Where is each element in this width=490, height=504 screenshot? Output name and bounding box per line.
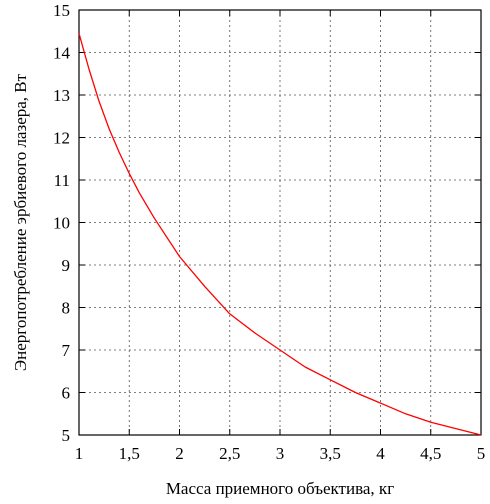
y-tick-label: 15	[53, 1, 70, 20]
x-tick-label: 3,5	[320, 444, 341, 463]
x-tick-label: 2,5	[219, 444, 240, 463]
x-tick-label: 1	[75, 444, 84, 463]
series-line	[78, 33, 482, 436]
y-tick-label: 12	[53, 129, 70, 148]
y-tick-label: 6	[62, 384, 71, 403]
grid	[79, 10, 481, 435]
y-tick-label: 9	[62, 256, 71, 275]
y-tick-label: 8	[62, 299, 71, 318]
x-axis-title: Масса приемного объектива, кг	[166, 479, 394, 498]
y-tick-label: 11	[54, 171, 70, 190]
x-tick-label: 2	[175, 444, 184, 463]
x-tick-label: 1,5	[119, 444, 140, 463]
y-tick-label: 13	[53, 86, 70, 105]
x-tick-labels: 1 1,5 2 2,5 3 3,5 4 4,5 5	[75, 444, 486, 463]
y-tick-label: 7	[62, 341, 71, 360]
x-tick-label: 4	[376, 444, 385, 463]
plot-frame	[78, 9, 482, 436]
y-tick-label: 5	[62, 426, 71, 445]
y-tick-label: 10	[53, 214, 70, 233]
series	[78, 33, 482, 436]
y-axis-title: Энергопотребление эрбиевого лазера, Вт	[11, 73, 30, 371]
x-tick-label: 4,5	[420, 444, 441, 463]
x-tick-label: 3	[276, 444, 285, 463]
y-tick-labels: 5 6 7 8 9 10 11 12 13 14 15	[53, 1, 71, 445]
x-tick-label: 5	[477, 444, 486, 463]
y-tick-label: 14	[53, 44, 71, 63]
